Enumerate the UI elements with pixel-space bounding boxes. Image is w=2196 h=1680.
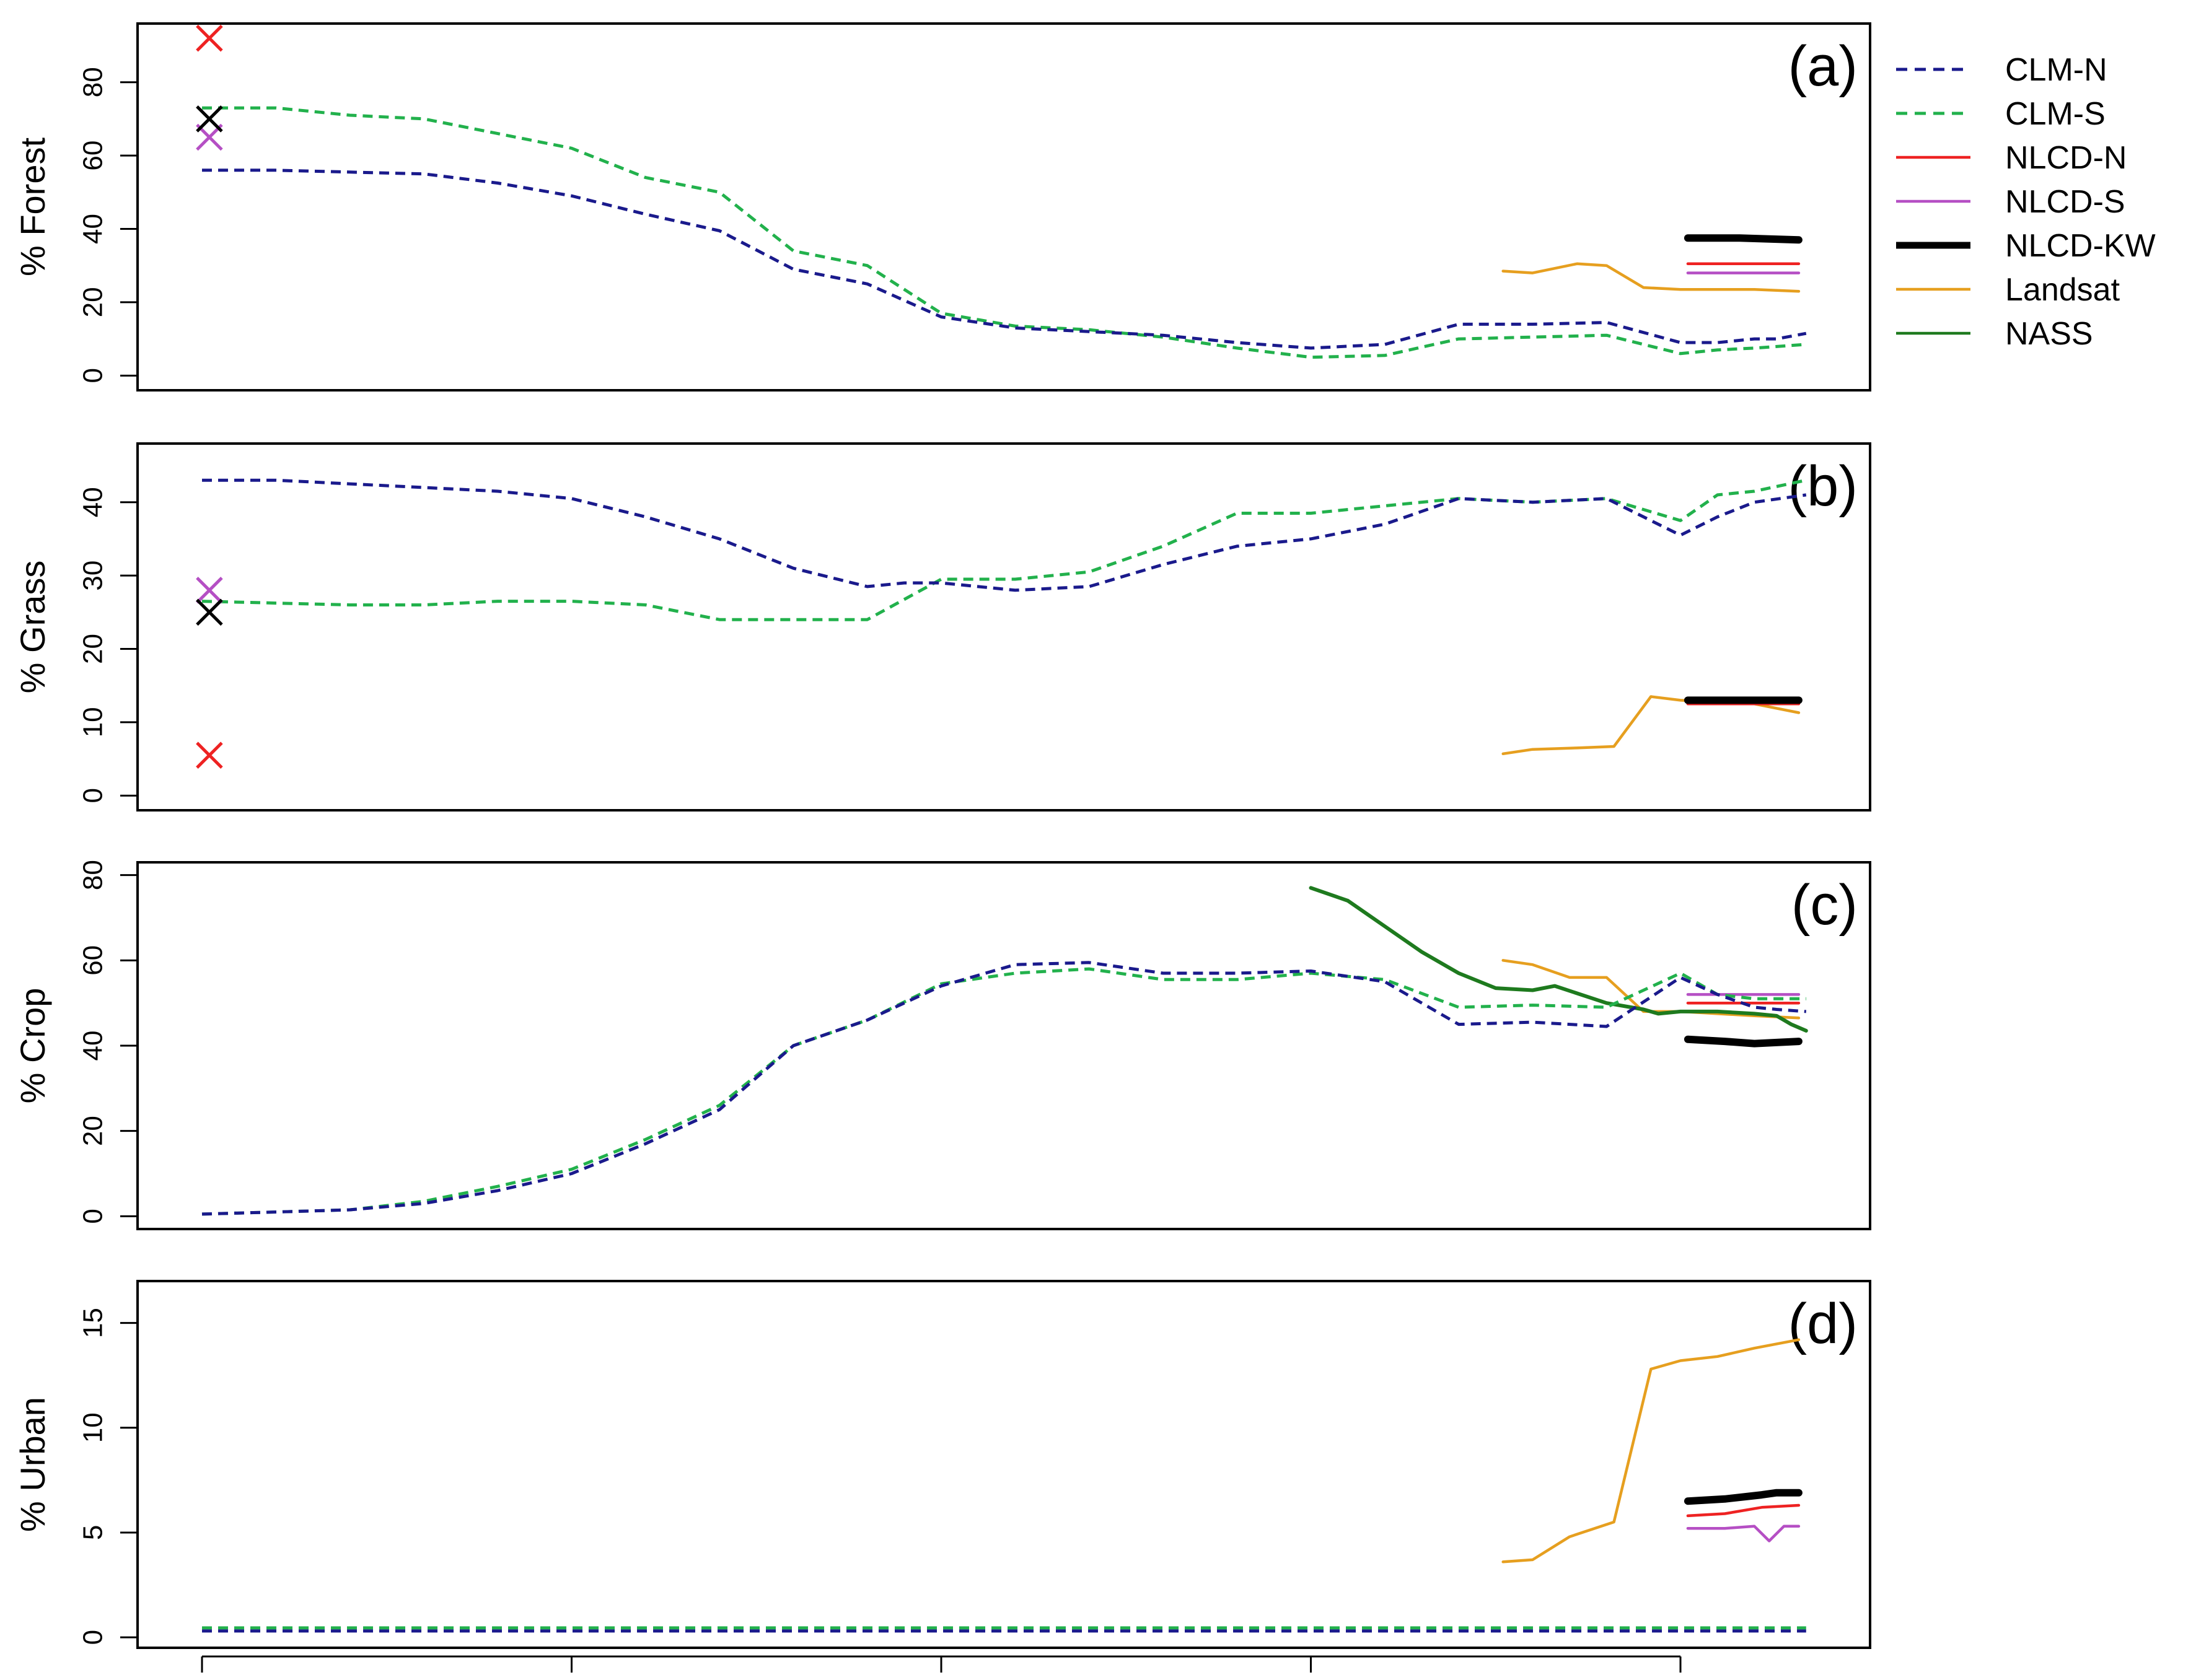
x-marker-stroke xyxy=(196,24,223,52)
panel-frame xyxy=(136,442,1871,812)
y-tick-label: 30 xyxy=(78,561,108,591)
legend-item-landsat: Landsat xyxy=(1896,272,2120,308)
legend-label: NLCD-S xyxy=(2005,184,2125,220)
y-tick-label: 40 xyxy=(78,1031,108,1061)
series-clmS-line xyxy=(201,478,1807,621)
panel-label: (b) xyxy=(1788,455,1858,518)
legend-label: CLM-S xyxy=(2005,96,2106,132)
y-tick-label: 80 xyxy=(78,67,108,97)
y-tick-label: 80 xyxy=(78,860,108,890)
y-tick-label: 20 xyxy=(78,634,108,664)
series-clmN-line xyxy=(202,168,1807,350)
legend-label: CLM-N xyxy=(2005,52,2107,88)
y-tick-label: 0 xyxy=(78,1630,108,1645)
series-nlcdKW-line xyxy=(1684,1035,1803,1048)
panel-label: (a) xyxy=(1788,35,1858,98)
y-tick-label: 60 xyxy=(78,945,108,976)
x-marker xyxy=(196,742,223,769)
y-axis-title: % Grass xyxy=(13,561,52,694)
y-tick-label: 20 xyxy=(78,287,108,317)
legend-item-clmS: CLM-S xyxy=(1896,96,2106,132)
legend-item-nlcdS: NLCD-S xyxy=(1896,184,2125,220)
y-tick-label: 10 xyxy=(78,707,108,737)
series-nlcdS-line xyxy=(1686,1525,1801,1542)
panel-frame xyxy=(136,861,1871,1230)
series-nass-line xyxy=(1309,886,1808,1033)
series-nlcdKW-line xyxy=(1684,234,1803,244)
x-marker-stroke xyxy=(196,598,223,626)
legend-item-nlcdN: NLCD-N xyxy=(1896,140,2127,176)
series-landsat-line xyxy=(1501,959,1801,1020)
panel-forest: 0 20 40 60 80 % Forest (a) xyxy=(13,22,1871,392)
y-tick-label: 0 xyxy=(78,1209,108,1223)
y-axis-title: % Urban xyxy=(13,1397,52,1532)
y-tick-label: 20 xyxy=(78,1116,108,1146)
y-tick-label: 0 xyxy=(78,368,108,383)
series-landsat-line xyxy=(1501,1338,1801,1564)
panel-label: (c) xyxy=(1791,873,1858,937)
y-tick-label: 5 xyxy=(78,1525,108,1540)
series-landsat-line xyxy=(1501,262,1801,293)
series-nlcdN-line xyxy=(1686,1503,1801,1518)
panel-grass: 0 10 20 30 40 % Grass (b) xyxy=(13,442,1871,812)
x-marker-stroke xyxy=(196,742,223,769)
legend-item-nass: NASS xyxy=(1896,316,2093,352)
x-marker xyxy=(196,105,223,133)
x-marker xyxy=(196,577,223,604)
x-marker xyxy=(196,598,223,626)
legend-label: NLCD-N xyxy=(2005,140,2127,176)
y-axis-title: % Crop xyxy=(13,988,52,1104)
legend-label: Landsat xyxy=(2005,272,2120,308)
legend-item-clmN: CLM-N xyxy=(1896,52,2107,88)
legend-label: NLCD-KW xyxy=(2005,228,2156,264)
legend: CLM-N CLM-S NLCD-N NLCD-S NLCD-KW Landsat NASS xyxy=(1896,52,2156,352)
x-marker-stroke xyxy=(196,577,223,604)
series-clmN-line xyxy=(201,961,1806,1216)
series-nlcdKW-line xyxy=(1684,1489,1803,1505)
panel-crop: 0 20 40 60 80 % Crop (c) xyxy=(13,860,1871,1230)
series-clmS-line xyxy=(201,967,1806,1216)
panel-frame xyxy=(136,1280,1871,1649)
legend-label: NASS xyxy=(2005,316,2093,352)
x-marker xyxy=(196,24,223,52)
x-marker-stroke xyxy=(196,105,223,133)
y-tick-label: 10 xyxy=(78,1412,108,1443)
y-tick-label: 15 xyxy=(78,1308,108,1338)
y-axis-title: % Forest xyxy=(13,138,52,276)
x-axis: 18001850190019502000 xyxy=(201,1655,1682,1673)
y-tick-label: 40 xyxy=(78,214,108,244)
y-tick-label: 40 xyxy=(78,487,108,517)
y-tick-label: 0 xyxy=(78,788,108,803)
y-tick-label: 60 xyxy=(78,141,108,171)
legend-item-nlcdKW: NLCD-KW xyxy=(1896,228,2156,264)
series-clmS-line xyxy=(202,106,1806,359)
panel-label: (d) xyxy=(1788,1292,1858,1355)
panel-urban: 0 5 10 15 % Urban (d) xyxy=(13,1280,1871,1649)
series-clmN-line xyxy=(202,478,1807,592)
